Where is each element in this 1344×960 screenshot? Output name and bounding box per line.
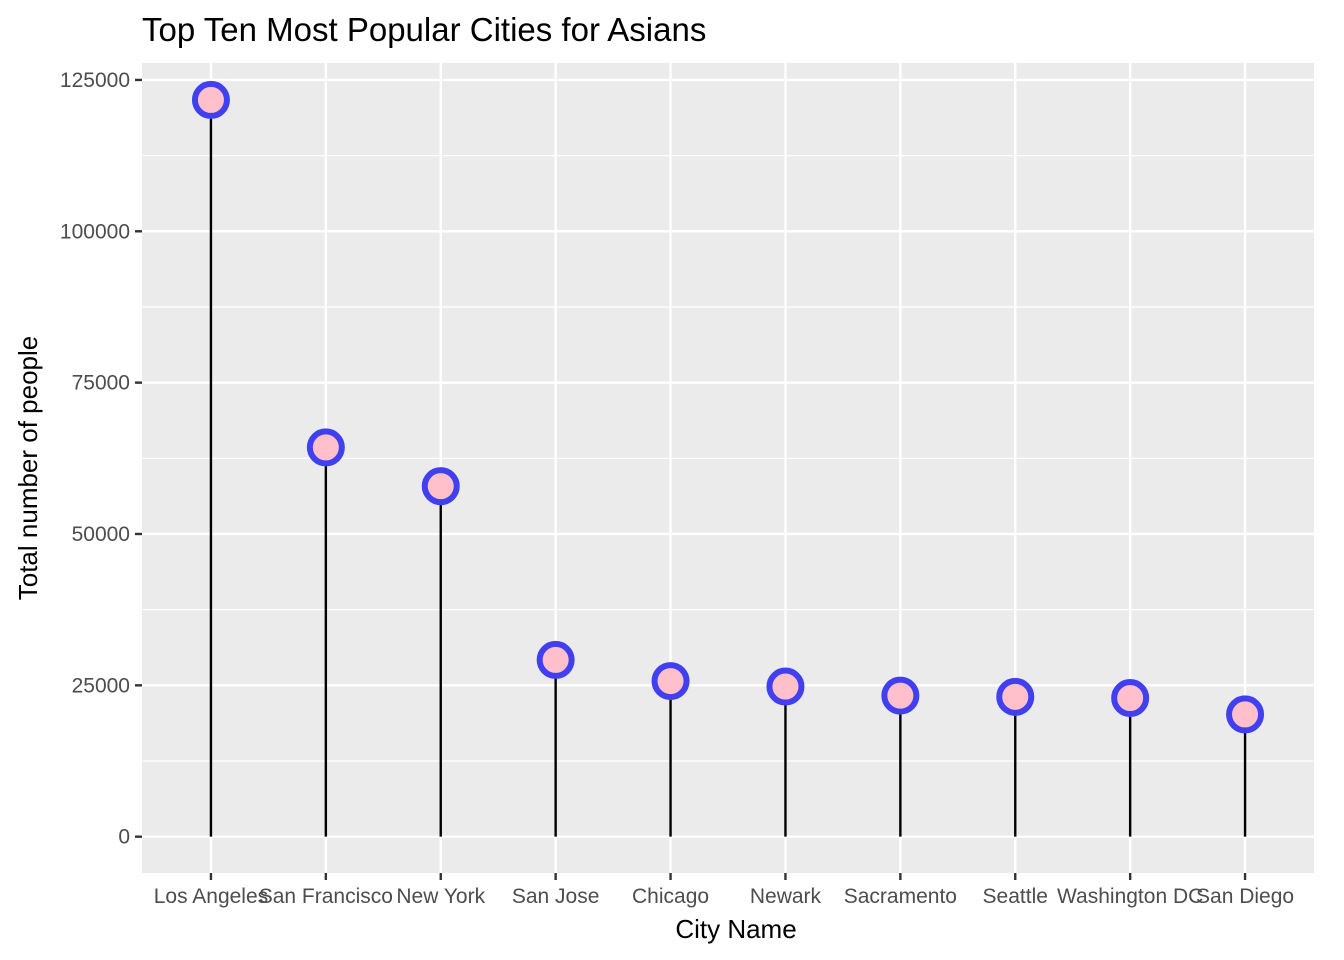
x-tick-label: Washington DC [1057, 885, 1203, 908]
x-tick-label: New York [396, 885, 485, 908]
y-tick-label: 125000 [60, 69, 130, 92]
lollipop-point [306, 428, 345, 467]
y-tick-label: 75000 [72, 372, 130, 395]
x-tick-label: Seattle [983, 885, 1048, 908]
lollipop-point [651, 662, 690, 701]
x-tick-label: San Jose [512, 885, 600, 908]
lollipop-point [536, 640, 575, 679]
lollipop-points [191, 80, 1265, 734]
chart-title: Top Ten Most Popular Cities for Asians [142, 11, 706, 48]
x-tick-label: San Diego [1196, 885, 1294, 908]
lollipop-point [1111, 679, 1150, 718]
y-tick-label: 50000 [72, 523, 130, 546]
plot-panel [142, 63, 1314, 873]
y-axis-title: Total number of people [13, 336, 43, 601]
x-tick-label: Newark [750, 885, 822, 908]
y-tick-label: 100000 [60, 220, 130, 243]
x-tick-label: Chicago [632, 885, 709, 908]
lollipop-point [996, 677, 1035, 716]
y-tick-label: 25000 [72, 674, 130, 697]
x-axis-title: City Name [675, 914, 796, 944]
x-tick-label: San Francisco [259, 885, 393, 908]
lollipop-point [1226, 695, 1265, 734]
x-tick-label: Los Angeles [154, 885, 268, 908]
y-tick-label: 0 [118, 826, 130, 849]
lollipop-point [191, 80, 230, 119]
lollipop-point [421, 467, 460, 506]
lollipop-point [766, 667, 805, 706]
lollipop-stems [209, 99, 1247, 837]
x-tick-label: Sacramento [844, 885, 957, 908]
lollipop-point [881, 676, 920, 715]
y-axis: 0 25000 50000 75000 100000 125000 [60, 69, 142, 849]
